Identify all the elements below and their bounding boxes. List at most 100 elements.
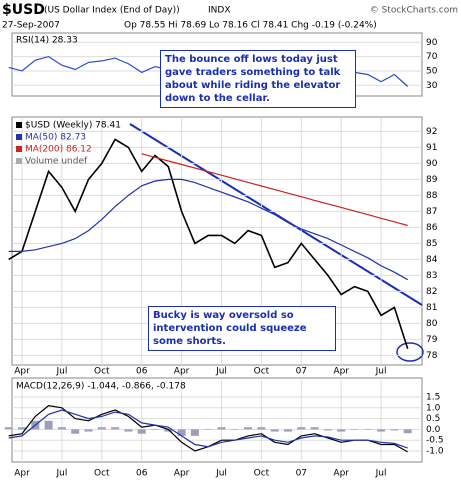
y-tick-label: 70 — [426, 52, 438, 62]
histogram-bar — [204, 429, 213, 430]
date: 27-Sep-2007 — [2, 21, 60, 31]
histogram-bar — [44, 420, 53, 430]
x-tick-label: 06 — [136, 469, 148, 479]
x-tick-label: Apr — [333, 469, 349, 479]
y-tick-label: -0.5 — [426, 436, 444, 446]
x-tick-label: Jul — [215, 469, 227, 479]
legend-swatch — [16, 146, 22, 152]
histogram-bar — [124, 429, 133, 432]
histogram-bar — [151, 429, 159, 430]
exchange: INDX — [208, 6, 230, 16]
macd-frame — [11, 377, 423, 463]
y-tick-label: 88 — [426, 191, 438, 201]
histogram-bar — [350, 429, 359, 430]
series-line — [8, 178, 408, 281]
x-tick-label: Apr — [333, 367, 349, 377]
histogram-bar — [244, 427, 253, 430]
annotation: Bucky is way oversold so intervention co… — [148, 306, 336, 351]
series-line — [141, 153, 408, 227]
x-tick-label: Jul — [375, 469, 387, 479]
y-tick-label: 50 — [426, 66, 438, 76]
y-tick-label: 1.5 — [426, 393, 440, 403]
x-tick-label: Apr — [174, 367, 190, 377]
y-tick-label: 87 — [426, 207, 437, 217]
histogram-bar — [337, 429, 346, 432]
histogram-bar — [284, 429, 292, 432]
legend-entry: MA(50) 82.73 — [25, 133, 86, 143]
histogram-bar — [403, 429, 412, 434]
credit: © StockCharts.com — [370, 6, 458, 16]
legend-entry: Volume undef — [25, 157, 88, 167]
x-tick-label: Oct — [254, 367, 270, 377]
price-frame — [11, 116, 423, 366]
y-tick-label: 83 — [426, 271, 437, 281]
x-tick-label: 07 — [296, 469, 307, 479]
y-tick-label: 82 — [426, 287, 437, 297]
x-tick-label: Oct — [94, 469, 110, 479]
legend-swatch — [16, 158, 22, 164]
annotation: The bounce off lows today just gave trad… — [160, 50, 356, 108]
y-tick-label: 90 — [426, 38, 438, 48]
histogram-bar — [84, 429, 93, 432]
histogram-bar — [4, 427, 13, 430]
x-tick-label: 06 — [136, 367, 148, 377]
x-tick-label: Jul — [375, 367, 387, 377]
histogram-bar — [217, 427, 226, 430]
x-tick-label: Jul — [55, 469, 67, 479]
y-tick-label: 85 — [426, 239, 437, 249]
legend-swatch — [16, 134, 22, 140]
highlight-circle — [396, 342, 424, 362]
quote: Op 78.55 Hi 78.69 Lo 78.16 Cl 78.41 Chg … — [124, 21, 377, 31]
histogram-bar — [377, 429, 386, 432]
panel-label: RSI(14) 28.33 — [16, 36, 78, 46]
histogram-bar — [257, 427, 266, 430]
symbol: $USD — [2, 2, 45, 18]
histogram-bar — [190, 429, 199, 436]
y-tick-label: 90 — [426, 159, 438, 169]
y-tick-label: 86 — [426, 223, 438, 233]
x-tick-label: Jul — [215, 367, 227, 377]
legend-entry: MA(200) 86.12 — [25, 145, 92, 155]
y-tick-label: 79 — [426, 335, 438, 345]
y-tick-label: 81 — [426, 303, 437, 313]
histogram-bar — [310, 427, 319, 430]
y-tick-label: 84 — [426, 255, 438, 265]
x-tick-label: 07 — [296, 367, 307, 377]
x-tick-label: Apr — [14, 469, 30, 479]
series-line — [8, 409, 408, 449]
histogram-bar — [71, 429, 80, 434]
y-tick-label: -1.0 — [426, 446, 444, 456]
y-tick-label: 0.0 — [426, 425, 441, 435]
x-tick-label: Oct — [254, 469, 270, 479]
index-name: (US Dollar Index (End of Day)) — [44, 6, 180, 16]
x-tick-label: Jul — [55, 367, 67, 377]
y-tick-label: 1.0 — [426, 403, 441, 413]
y-tick-label: 0.5 — [426, 414, 440, 424]
histogram-bar — [270, 429, 279, 432]
histogram-bar — [363, 429, 372, 430]
legend-swatch — [16, 122, 22, 128]
histogram-bar — [18, 427, 26, 430]
y-tick-label: 89 — [426, 175, 438, 185]
histogram-bar — [230, 429, 239, 430]
histogram-bar — [97, 427, 106, 430]
histogram-bar — [297, 427, 306, 430]
series-line — [8, 138, 409, 350]
x-tick-label: Apr — [174, 469, 190, 479]
histogram-bar — [57, 427, 66, 430]
panel-label: MACD(12,26,9) -1.044, -0.866, -0.178 — [16, 382, 186, 392]
y-tick-label: 78 — [426, 351, 438, 361]
histogram-bar — [164, 429, 173, 432]
histogram-bar — [323, 429, 332, 431]
trend-line — [129, 123, 423, 306]
histogram-bar — [137, 429, 146, 434]
histogram-bar — [111, 427, 120, 430]
histogram-bar — [177, 429, 186, 436]
y-tick-label: 80 — [426, 319, 438, 329]
y-tick-label: 92 — [426, 127, 437, 137]
y-tick-label: 91 — [426, 143, 437, 153]
legend-entry: $USD (Weekly) 78.41 — [25, 121, 121, 131]
x-tick-label: Oct — [94, 367, 110, 377]
